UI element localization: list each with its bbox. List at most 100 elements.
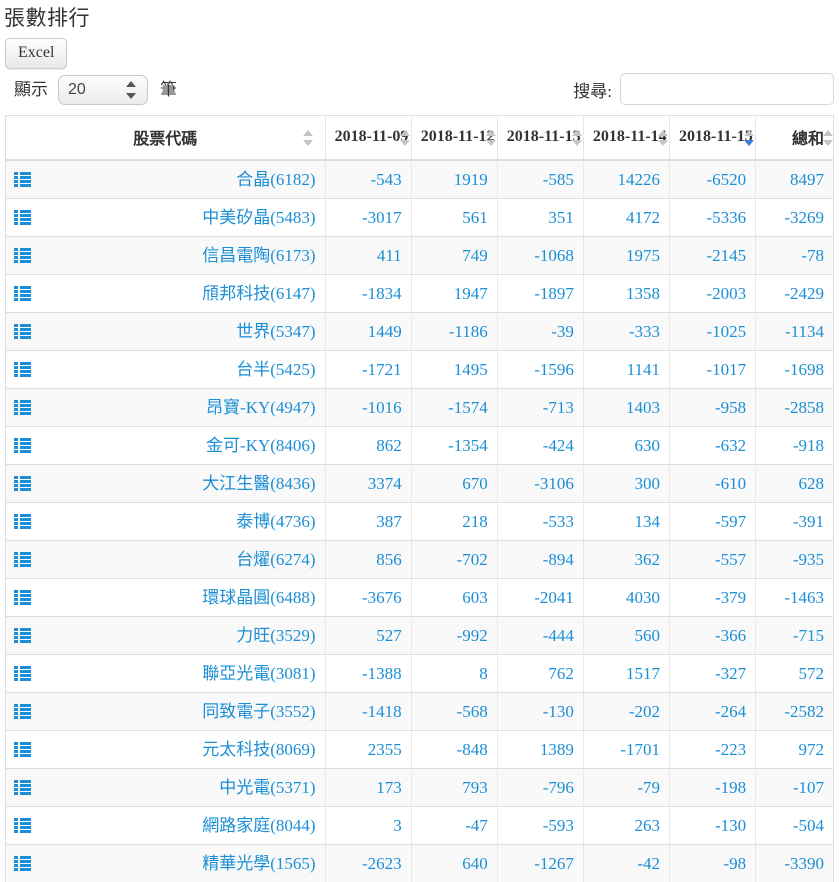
- column-header-2018-11-09[interactable]: 2018-11-09: [325, 116, 411, 161]
- list-icon[interactable]: [14, 400, 31, 416]
- stock-name-label[interactable]: 台半(5425): [236, 360, 315, 379]
- cell-stock-name[interactable]: 力旺(3529): [6, 617, 326, 655]
- cell-total: 628: [756, 465, 834, 503]
- cell-d3: -533: [497, 503, 583, 541]
- cell-stock-name[interactable]: 合晶(6182): [6, 160, 326, 199]
- cell-stock-name[interactable]: 昂寶-KY(4947): [6, 389, 326, 427]
- list-icon[interactable]: [14, 210, 31, 226]
- stock-name-label[interactable]: 中美矽晶(5483): [202, 208, 315, 227]
- value-label: -1388: [362, 664, 402, 683]
- table-row[interactable]: 世界(5347)1449-1186-39-333-1025-1134: [6, 313, 834, 351]
- stock-name-label[interactable]: 台燿(6274): [236, 550, 315, 569]
- list-icon[interactable]: [14, 362, 31, 378]
- column-header-total[interactable]: 總和: [756, 116, 834, 161]
- column-header-2018-11-13[interactable]: 2018-11-13: [497, 116, 583, 161]
- stock-name-label[interactable]: 力旺(3529): [236, 626, 315, 645]
- list-icon[interactable]: [14, 552, 31, 568]
- cell-stock-name[interactable]: 世界(5347): [6, 313, 326, 351]
- stock-name-label[interactable]: 網路家庭(8044): [202, 816, 315, 835]
- list-icon[interactable]: [14, 286, 31, 302]
- search-control: 搜尋:: [573, 73, 834, 105]
- cell-d4: 1358: [583, 275, 669, 313]
- cell-stock-name[interactable]: 聯亞光電(3081): [6, 655, 326, 693]
- cell-stock-name[interactable]: 頎邦科技(6147): [6, 275, 326, 313]
- stock-name-label[interactable]: 環球晶圓(6488): [202, 588, 315, 607]
- value-label: -715: [793, 626, 824, 645]
- stock-name-label[interactable]: 頎邦科技(6147): [202, 284, 315, 303]
- stock-name-label[interactable]: 大江生醫(8436): [202, 474, 315, 493]
- list-icon[interactable]: [14, 666, 31, 682]
- list-icon[interactable]: [14, 742, 31, 758]
- length-select[interactable]: 20: [58, 75, 148, 105]
- cell-stock-name[interactable]: 元太科技(8069): [6, 731, 326, 769]
- value-label: 173: [376, 778, 402, 797]
- value-label: -391: [793, 512, 824, 531]
- stock-name-label[interactable]: 元太科技(8069): [202, 740, 315, 759]
- cell-stock-name[interactable]: 同致電子(3552): [6, 693, 326, 731]
- stock-name-label[interactable]: 金可-KY(8406): [206, 436, 316, 455]
- column-header-2018-11-15[interactable]: 2018-11-15: [670, 116, 756, 161]
- value-label: -78: [801, 246, 824, 265]
- cell-stock-name[interactable]: 台燿(6274): [6, 541, 326, 579]
- stock-name-label[interactable]: 合晶(6182): [236, 170, 315, 189]
- cell-stock-name[interactable]: 大江生醫(8436): [6, 465, 326, 503]
- column-header-2018-11-14[interactable]: 2018-11-14: [583, 116, 669, 161]
- list-icon[interactable]: [14, 438, 31, 454]
- cell-stock-name[interactable]: 中光電(5371): [6, 769, 326, 807]
- stock-name-label[interactable]: 泰博(4736): [236, 512, 315, 531]
- list-icon[interactable]: [14, 476, 31, 492]
- list-icon[interactable]: [14, 856, 31, 872]
- stock-name-label[interactable]: 中光電(5371): [219, 778, 315, 797]
- cell-stock-name[interactable]: 精華光學(1565): [6, 845, 326, 882]
- list-icon[interactable]: [14, 590, 31, 606]
- stock-name-label[interactable]: 世界(5347): [236, 322, 315, 341]
- cell-stock-name[interactable]: 金可-KY(8406): [6, 427, 326, 465]
- sort-arrows-icon: [486, 130, 496, 146]
- list-icon[interactable]: [14, 818, 31, 834]
- cell-stock-name[interactable]: 信昌電陶(6173): [6, 237, 326, 275]
- list-icon[interactable]: [14, 628, 31, 644]
- cell-stock-name[interactable]: 環球晶圓(6488): [6, 579, 326, 617]
- stock-name-label[interactable]: 昂寶-KY(4947): [206, 398, 316, 417]
- value-label: -1016: [362, 398, 402, 417]
- list-icon[interactable]: [14, 704, 31, 720]
- stock-name-label[interactable]: 精華光學(1565): [202, 854, 315, 873]
- list-icon[interactable]: [14, 172, 31, 188]
- list-icon[interactable]: [14, 248, 31, 264]
- list-icon[interactable]: [14, 514, 31, 530]
- column-header-2018-11-12[interactable]: 2018-11-12: [411, 116, 497, 161]
- cell-d2: 1919: [411, 160, 497, 199]
- list-icon[interactable]: [14, 324, 31, 340]
- stock-name-label[interactable]: 同致電子(3552): [202, 702, 315, 721]
- stock-name-label[interactable]: 聯亞光電(3081): [202, 664, 315, 683]
- search-input[interactable]: [620, 73, 834, 105]
- column-header-name[interactable]: 股票代碼: [6, 116, 326, 161]
- value-label: 8: [479, 664, 488, 683]
- table-row[interactable]: 同致電子(3552)-1418-568-130-202-264-2582: [6, 693, 834, 731]
- stock-name-label[interactable]: 信昌電陶(6173): [202, 246, 315, 265]
- cell-stock-name[interactable]: 泰博(4736): [6, 503, 326, 541]
- cell-stock-name[interactable]: 中美矽晶(5483): [6, 199, 326, 237]
- cell-stock-name[interactable]: 網路家庭(8044): [6, 807, 326, 845]
- cell-stock-name[interactable]: 台半(5425): [6, 351, 326, 389]
- excel-export-button[interactable]: Excel: [5, 38, 67, 69]
- cell-d4: 134: [583, 503, 669, 541]
- list-icon[interactable]: [14, 780, 31, 796]
